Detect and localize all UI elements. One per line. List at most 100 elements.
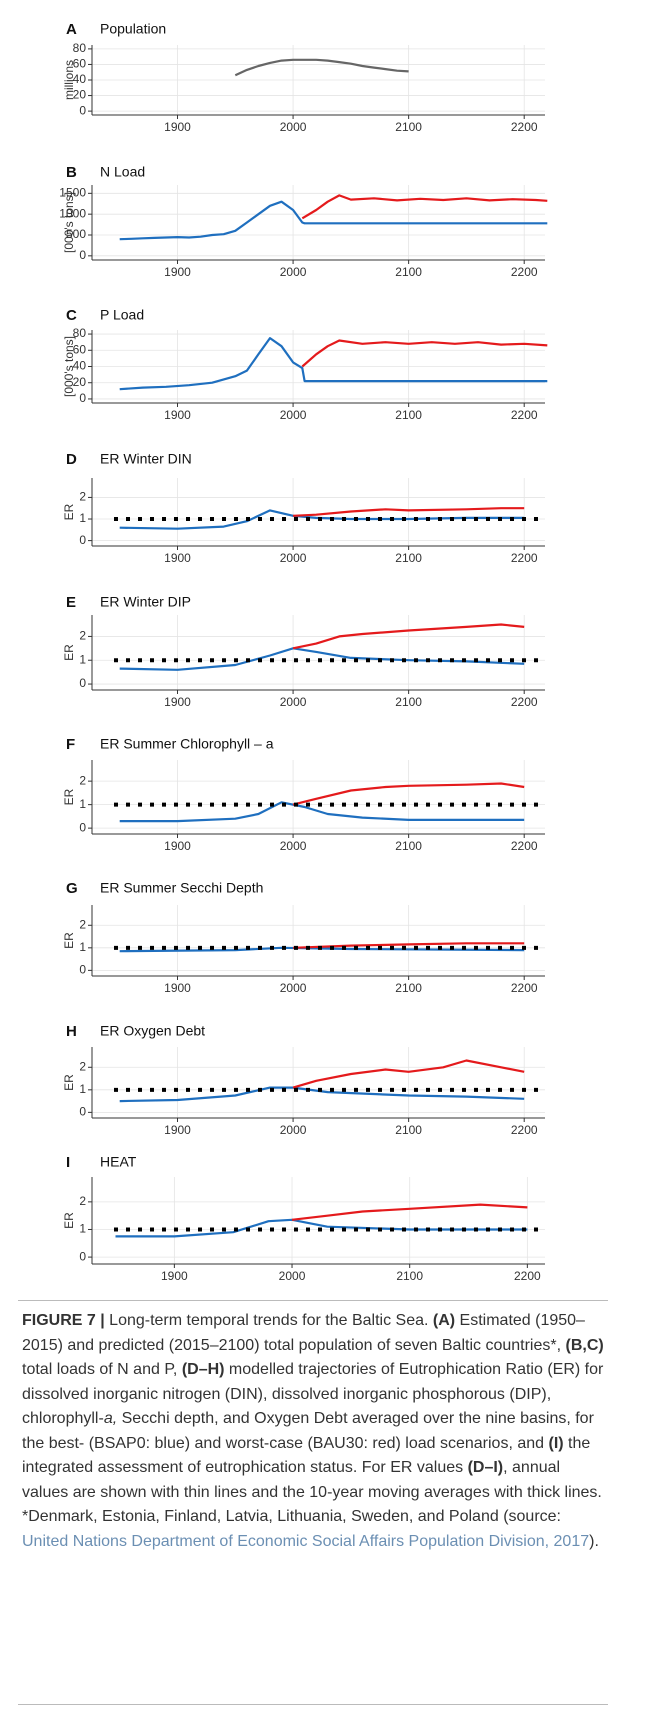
panel: C P Load [000's tons]0 20 40 60 80 1900 2000 2100… [62,307,548,422]
x-tick-label: 2000 [280,695,307,709]
x-tick-label: 2100 [395,839,422,853]
y-axis-label: ER [62,503,76,520]
series-line [292,782,525,806]
y-tick-label: 1 [79,797,86,811]
panel-title: ER Winter DIP [100,594,191,610]
y-tick-label: 0 [79,391,86,405]
y-tick-label: 0 [79,963,86,977]
y-tick-label: 0 [79,676,86,690]
panel-letter: I [66,1154,70,1171]
plot-background [92,905,545,976]
plot-background [92,478,545,546]
y-tick-label: 2 [79,773,86,787]
caption-segment: FIGURE 7 | [22,1312,105,1329]
y-tick-label: 60 [73,57,87,71]
caption-segment: Estimated (1950–2015) and predicted (201… [22,1312,585,1354]
caption-segment: (I) [548,1434,564,1452]
series-line [234,58,409,77]
plot-background [92,760,545,834]
x-tick-label: 2000 [280,120,307,134]
series-line [292,1059,525,1089]
x-tick-label: 2000 [279,1269,306,1283]
caption-segment: (D–H) [181,1361,225,1378]
y-tick-label: 1 [79,652,86,666]
caption-segment: , annual values are shown with thin line… [22,1459,602,1525]
x-tick-label: 2000 [280,408,307,422]
caption-segment: a, [103,1410,118,1427]
x-tick-label: 1900 [164,551,191,565]
y-tick-label: 20 [73,88,87,102]
y-tick-label: 2 [79,490,86,504]
caption-segment: United Nations Department of Economic So… [22,1532,590,1550]
caption-segment: (D–I) [467,1459,504,1476]
caption-segment: ). [589,1532,599,1550]
x-tick-label: 2100 [396,1269,423,1283]
panel-title: P Load [100,307,144,323]
panel: I HEAT ER 0 1 2 1900 2000 2100 2200 [62,1154,545,1283]
y-tick-label: 40 [73,72,87,86]
x-tick-label: 2000 [280,1123,307,1137]
panel-letter: C [66,307,77,324]
y-tick-label: 0 [79,248,86,262]
y-tick-label: 0 [79,1249,86,1263]
plot-background [92,1047,545,1118]
panel-title: Population [100,21,166,37]
series-line [291,1203,528,1221]
panel-letter: B [66,164,77,181]
y-tick-label: 0 [79,820,86,834]
series-line [119,337,548,391]
x-tick-label: 2200 [511,265,538,279]
panel-letter: E [66,594,76,611]
panel-title: N Load [100,164,145,180]
series-line [301,339,548,368]
series-line [301,194,548,220]
y-axis-label: millions [62,60,76,100]
panel-title: ER Summer Chlorophyll – a [100,736,274,752]
caption-segment: modelled trajectories of Eutrophication … [22,1361,604,1427]
panel: F ER Summer Chlorophyll – a ER 0 1 2 1900 2000 2… [62,736,545,853]
y-tick-label: 20 [73,375,87,389]
y-tick-label: 2 [79,1059,86,1073]
x-tick-label: 2200 [511,120,538,134]
x-tick-label: 1900 [164,839,191,853]
caption-segment: the integrated assessment of eutrophicat… [22,1434,591,1477]
plot-background [92,1177,545,1264]
y-tick-label: 0 [79,533,86,547]
x-tick-label: 2100 [395,551,422,565]
y-axis-label: ER [62,1212,76,1229]
panel-letter: G [66,880,78,897]
x-tick-label: 2000 [280,981,307,995]
x-tick-label: 2100 [395,120,422,134]
x-tick-label: 2100 [395,1123,422,1137]
x-tick-label: 1900 [164,695,191,709]
x-tick-label: 2000 [280,839,307,853]
panel-title: HEAT [100,1154,137,1170]
x-tick-label: 2200 [514,1269,541,1283]
y-tick-label: 80 [73,326,87,340]
x-tick-label: 2200 [511,839,538,853]
y-tick-label: 2 [79,629,86,643]
x-tick-label: 1900 [164,265,191,279]
series-line [119,200,548,241]
y-tick-label: 1 [79,1222,86,1236]
y-tick-label: 80 [73,41,87,55]
series-line [119,647,525,671]
y-tick-label: 1 [79,511,86,525]
x-tick-label: 1900 [164,1123,191,1137]
x-tick-label: 2000 [280,265,307,279]
y-tick-label: 2 [79,1194,86,1208]
caption-segment: (B,C) [565,1336,604,1354]
y-axis-label: [000's tons] [62,192,76,253]
caption: FIGURE 7 | Long-term temporal trends for… [18,1300,608,1705]
panel-title: ER Summer Secchi Depth [100,880,263,896]
panel-letter: H [66,1023,77,1040]
caption-segment: total loads of N and P, [22,1361,182,1378]
y-axis-label: ER [62,932,76,949]
panel: B N Load [000's tons]0 500 1000 1500 1900 2000 2… [59,164,548,279]
panel: E ER Winter DIP ER 0 1 2 1900 2000 2100 2200 [62,594,545,709]
x-tick-label: 1900 [161,1269,188,1283]
x-tick-label: 2200 [511,408,538,422]
y-tick-label: 1500 [59,186,86,200]
